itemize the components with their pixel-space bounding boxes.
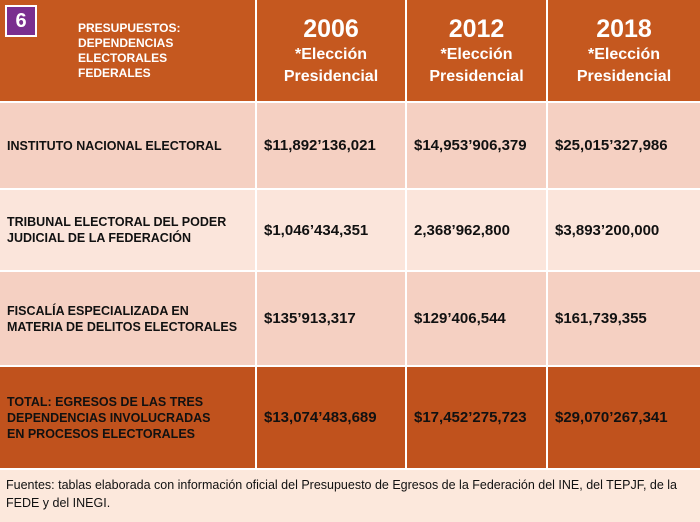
- row-label: TRIBUNAL ELECTORAL DEL PODER JUDICIAL DE…: [7, 215, 227, 245]
- subtitle: *Elección Presidencial: [283, 45, 379, 85]
- amount: $25,015’327,986: [548, 103, 700, 190]
- header-title-cell: PRESUPUESTOS: DEPENDENCIAS ELECTORALES F…: [0, 0, 257, 103]
- header-title: PRESUPUESTOS: DEPENDENCIAS ELECTORALES F…: [78, 20, 181, 80]
- amount: $14,953’906,379: [407, 103, 548, 190]
- year: 2012: [448, 14, 505, 43]
- badge: 6: [5, 5, 37, 37]
- year: 2006: [303, 14, 359, 43]
- amount: $3,893’200,000: [548, 190, 700, 272]
- total-amount: $17,452’275,723: [407, 367, 548, 470]
- row-label-cell: INSTITUTO NACIONAL ELECTORAL: [0, 103, 257, 190]
- row-label-cell: FISCALÍA ESPECIALIZADA EN MATERIA DE DEL…: [0, 272, 257, 367]
- amount: $11,892’136,021: [257, 103, 407, 190]
- total-label: TOTAL: EGRESOS DE LAS TRES DEPENDENCIAS …: [7, 394, 211, 441]
- amount: $161,739,355: [548, 272, 700, 367]
- row-label-cell: TRIBUNAL ELECTORAL DEL PODER JUDICIAL DE…: [0, 190, 257, 272]
- amount: $1,046’434,351: [257, 190, 407, 272]
- footer-note: Fuentes: tablas elaborada con informació…: [6, 478, 677, 510]
- amount: $135’913,317: [257, 272, 407, 367]
- budget-table: PRESUPUESTOS: DEPENDENCIAS ELECTORALES F…: [0, 0, 700, 470]
- row-label: FISCALÍA ESPECIALIZADA EN MATERIA DE DEL…: [7, 303, 238, 334]
- total-amount: $29,070’267,341: [548, 367, 700, 470]
- subtitle: *Elección Presidencial: [429, 45, 524, 85]
- amount: 2,368’962,800: [407, 190, 548, 272]
- total-label-cell: TOTAL: EGRESOS DE LAS TRES DEPENDENCIAS …: [0, 367, 257, 470]
- row-label: INSTITUTO NACIONAL ELECTORAL: [7, 138, 222, 153]
- header-cell: 2018 *Elección Presidencial: [548, 0, 700, 103]
- amount: $129’406,544: [407, 272, 548, 367]
- total-amount: $13,074’483,689: [257, 367, 407, 470]
- year: 2018: [596, 14, 652, 43]
- subtitle: *Elección Presidencial: [576, 45, 672, 85]
- header-cell: 2012 *Elección Presidencial: [407, 0, 548, 103]
- header-cell: 2006 *Elección Presidencial: [257, 0, 407, 103]
